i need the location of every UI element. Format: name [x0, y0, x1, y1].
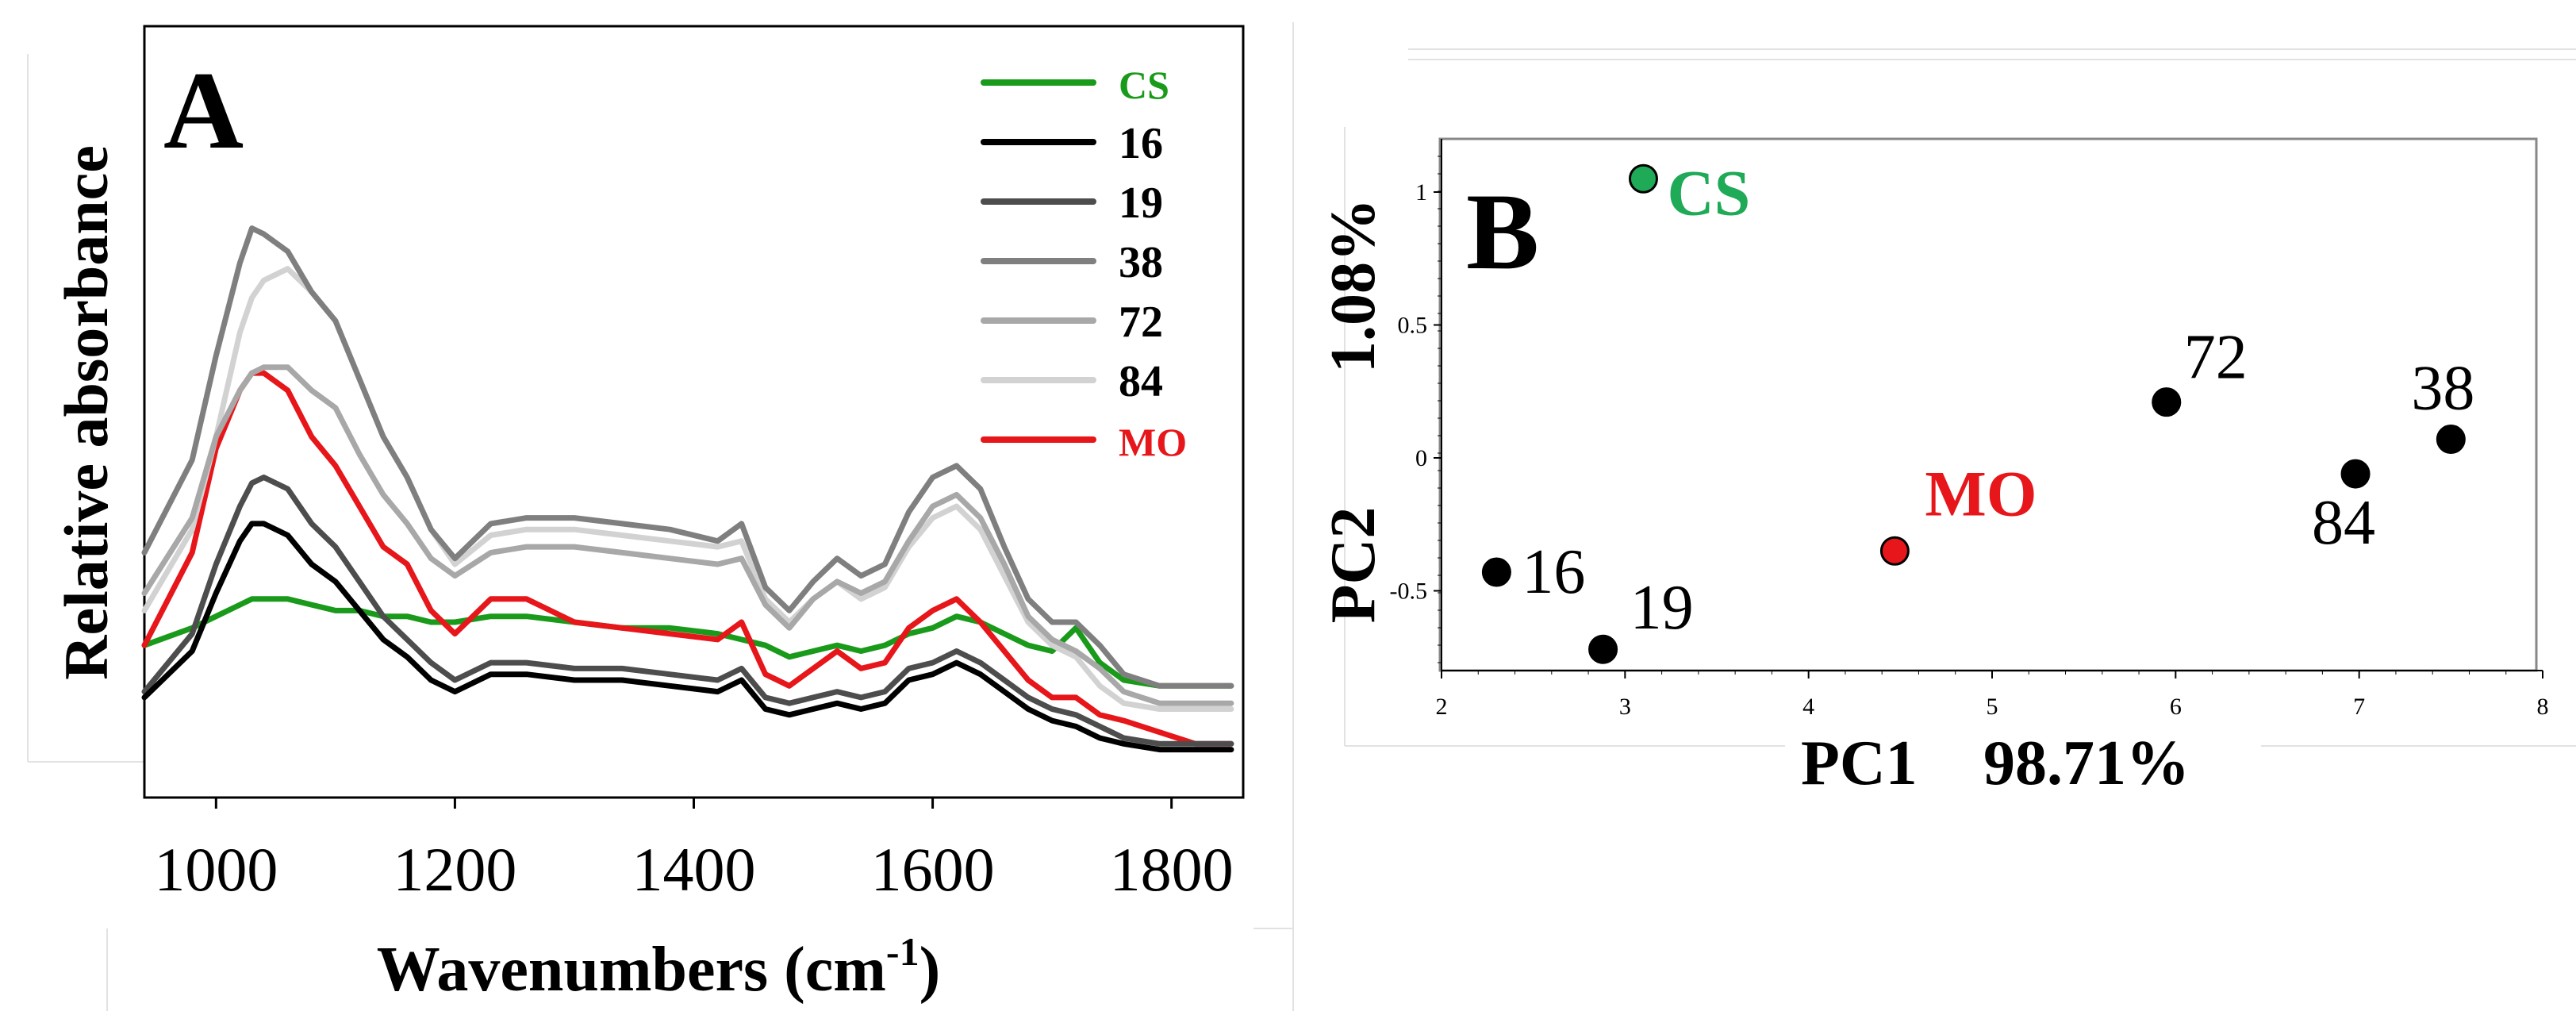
b-y-tick-label: 0 [1415, 445, 1427, 471]
legend-label-38: 38 [1119, 238, 1163, 287]
legend-label-72: 72 [1119, 298, 1163, 347]
series-line-72 [141, 364, 1234, 706]
panel-b-label: B [1466, 171, 1539, 292]
x-tick-label: 1000 [154, 835, 278, 904]
b-x-tick-label: 7 [2353, 694, 2365, 720]
panel-b-axes: 2 3 4 5 6 7 8 -0.5 0 0.5 1 [1390, 139, 2549, 720]
b-y-tick-label: 0.5 [1398, 313, 1428, 339]
point-cs [1628, 163, 1658, 194]
panel-b-x-axis-percent: 98.71% [1983, 728, 2190, 798]
b-y-tick-label: -0.5 [1390, 579, 1428, 605]
x-tick-label: 1200 [393, 835, 516, 904]
x-tick-label: 1800 [1110, 835, 1234, 904]
point-84 [2340, 459, 2371, 489]
frame-lines [27, 22, 2576, 1011]
b-x-tick-label: 4 [1802, 694, 1814, 720]
b-x-tick-label: 8 [2537, 694, 2549, 720]
b-x-tick-label: 6 [2170, 694, 2182, 720]
b-x-tick-label: 3 [1619, 694, 1631, 720]
series-line-38 [141, 225, 1234, 689]
panel-a-legend: CS 16 19 38 72 84 MO [981, 63, 1187, 464]
b-x-tick-label: 5 [1987, 694, 1998, 720]
panel-b-y-axis-title: PC2 [1319, 507, 1388, 624]
panel-a-y-axis-title: Relative absorbance [52, 145, 121, 680]
legend-label-19: 19 [1119, 179, 1163, 228]
b-x-tick-label: 2 [1436, 694, 1448, 720]
point-label-84: 84 [2312, 488, 2375, 558]
legend-label-mo: MO [1119, 420, 1187, 464]
panel-a: 1000 1200 1400 1600 1800 CS 16 19 38 72 84 MO A Re… [52, 25, 1245, 1005]
series-line-16 [141, 521, 1234, 753]
b-y-tick-label: 1 [1415, 179, 1427, 206]
point-19 [1588, 634, 1618, 664]
point-38 [2436, 425, 2466, 455]
panel-b-points: CS 16 19 MO 72 84 38 [1481, 156, 2474, 664]
point-label-16: 16 [1522, 537, 1585, 607]
panel-a-series [141, 225, 1234, 753]
x-title-main: Wavenumbers (cm [377, 935, 886, 1005]
panel-b-x-axis-title: PC1 [1801, 728, 1918, 798]
x-tick-label: 1600 [871, 835, 995, 904]
panel-a-x-axis-title: Wavenumbers (cm-1) [377, 929, 940, 1005]
panel-b-y-axis-percent: 1.08% [1319, 198, 1388, 373]
panel-a-label: A [163, 49, 244, 172]
legend-label-16: 16 [1119, 119, 1163, 168]
x-tick-label: 1400 [632, 835, 756, 904]
point-label-38: 38 [2411, 354, 2474, 424]
point-label-19: 19 [1630, 573, 1694, 643]
series-line-mo [141, 370, 1234, 747]
point-label-mo: MO [1925, 457, 2037, 529]
point-mo [1879, 536, 1910, 566]
panel-a-frame [143, 25, 1245, 799]
panel-a-x-ticks: 1000 1200 1400 1600 1800 [154, 798, 1234, 904]
legend-label-cs: CS [1119, 63, 1169, 107]
panel-b-frame [1438, 137, 2538, 672]
panel-b: 2 3 4 5 6 7 8 -0.5 0 0.5 1 CS 16 19 MO 72 84 38 B PC2 1.… [1319, 137, 2549, 798]
series-line-19 [141, 475, 1234, 747]
point-label-72: 72 [2184, 323, 2248, 393]
x-title-close: ) [919, 935, 941, 1005]
point-72 [2152, 387, 2182, 417]
series-line-cs [141, 596, 1234, 689]
x-title-superscript: -1 [886, 929, 919, 974]
series-line-84 [141, 266, 1234, 712]
legend-label-84: 84 [1119, 357, 1163, 406]
point-label-cs: CS [1667, 156, 1750, 229]
point-16 [1481, 557, 1511, 587]
